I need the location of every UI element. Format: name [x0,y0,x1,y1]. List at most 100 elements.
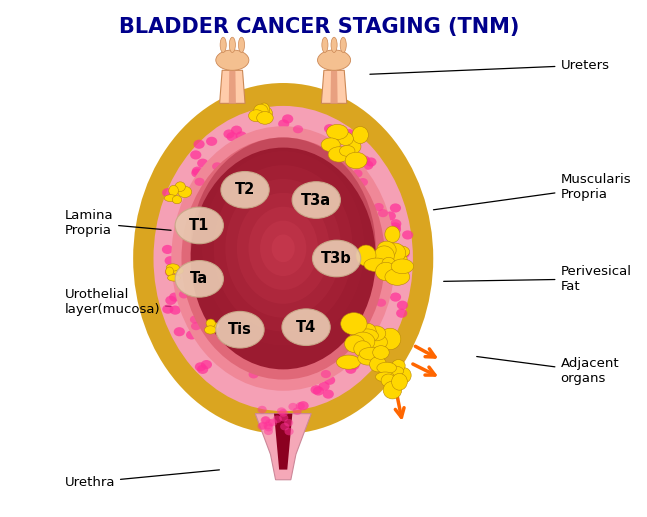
Ellipse shape [373,203,384,211]
Polygon shape [274,414,292,469]
Ellipse shape [169,293,181,301]
Ellipse shape [258,406,267,414]
Ellipse shape [259,422,268,429]
Ellipse shape [345,335,365,353]
Ellipse shape [175,182,186,191]
Ellipse shape [172,195,182,204]
Ellipse shape [248,110,264,121]
Ellipse shape [179,291,189,298]
Ellipse shape [321,370,331,378]
Ellipse shape [366,157,377,166]
Ellipse shape [322,37,328,53]
Ellipse shape [220,37,226,53]
Ellipse shape [313,386,324,396]
Ellipse shape [385,226,400,242]
Ellipse shape [355,329,378,342]
Text: Tis: Tis [228,322,252,337]
Ellipse shape [383,381,402,399]
Ellipse shape [208,322,219,329]
Ellipse shape [165,268,176,277]
Ellipse shape [166,264,179,271]
Ellipse shape [338,132,353,145]
Ellipse shape [264,428,273,435]
Ellipse shape [380,257,391,265]
Ellipse shape [258,422,267,430]
Ellipse shape [133,83,433,434]
Ellipse shape [364,352,375,361]
Ellipse shape [272,235,295,262]
Ellipse shape [385,211,396,221]
Ellipse shape [382,366,404,376]
Ellipse shape [214,165,353,331]
Ellipse shape [377,241,396,259]
Ellipse shape [397,300,408,310]
Ellipse shape [382,257,395,271]
Ellipse shape [363,334,388,351]
Ellipse shape [257,112,273,124]
Ellipse shape [321,138,340,151]
Ellipse shape [352,127,368,144]
Text: Adjacent
organs: Adjacent organs [477,357,619,386]
Ellipse shape [278,119,289,129]
Text: BLADDER CANCER STAGING (TNM): BLADDER CANCER STAGING (TNM) [118,17,519,37]
Text: Lamina
Propria: Lamina Propria [65,209,171,237]
Ellipse shape [364,258,389,271]
Polygon shape [255,414,311,480]
Ellipse shape [279,414,289,421]
Ellipse shape [375,262,397,281]
Ellipse shape [318,50,351,70]
Ellipse shape [206,319,215,327]
Ellipse shape [216,50,249,70]
Text: Urethra: Urethra [65,470,219,489]
Ellipse shape [191,138,376,359]
Text: Muscularis
Propria: Muscularis Propria [433,173,631,210]
Ellipse shape [354,341,371,357]
Ellipse shape [279,409,288,417]
Ellipse shape [170,306,181,315]
Ellipse shape [260,221,306,276]
Ellipse shape [359,156,370,165]
Ellipse shape [373,346,389,359]
Ellipse shape [264,424,273,431]
Ellipse shape [204,326,216,334]
Ellipse shape [173,327,185,336]
Ellipse shape [239,37,245,53]
Ellipse shape [392,246,410,257]
Ellipse shape [390,225,401,234]
Ellipse shape [313,240,361,277]
Polygon shape [229,70,236,103]
Ellipse shape [226,132,237,141]
Ellipse shape [190,315,200,324]
Ellipse shape [171,126,395,391]
Ellipse shape [323,389,334,399]
Ellipse shape [362,161,373,170]
Ellipse shape [378,209,388,217]
Ellipse shape [358,351,378,365]
Ellipse shape [277,407,286,415]
Ellipse shape [377,362,397,374]
Ellipse shape [328,147,350,162]
Text: T3b: T3b [322,251,352,266]
Ellipse shape [153,106,413,411]
Ellipse shape [162,305,173,314]
Polygon shape [219,70,245,103]
Ellipse shape [254,104,268,118]
Ellipse shape [258,107,272,119]
Ellipse shape [192,166,203,176]
Ellipse shape [391,359,405,372]
Ellipse shape [390,251,407,268]
Ellipse shape [261,417,270,424]
Polygon shape [322,70,347,103]
Ellipse shape [248,207,318,290]
Ellipse shape [348,361,360,370]
Ellipse shape [259,103,270,116]
Ellipse shape [181,138,385,379]
Ellipse shape [336,355,360,369]
Ellipse shape [390,293,401,301]
Ellipse shape [191,322,201,330]
Ellipse shape [272,415,282,423]
Ellipse shape [292,181,340,218]
Ellipse shape [248,370,259,378]
Ellipse shape [263,422,272,429]
Ellipse shape [389,222,400,232]
